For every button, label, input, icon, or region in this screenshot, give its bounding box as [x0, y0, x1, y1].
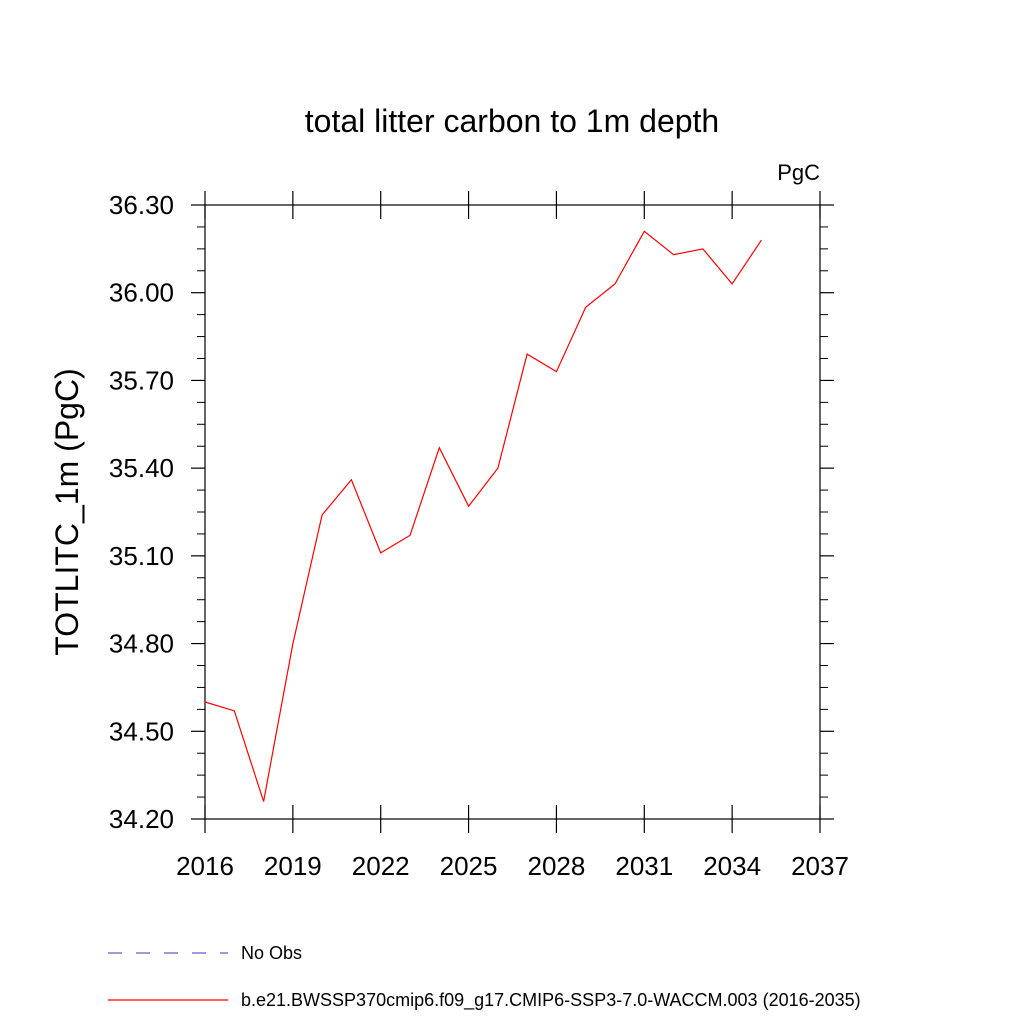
x-tick-label: 2031 [615, 851, 673, 881]
chart-title: total litter carbon to 1m depth [305, 103, 719, 139]
legend: No Obs b.e21.BWSSP370cmip6.f09_g17.CMIP6-… [108, 943, 861, 1011]
y-tick-label: 34.20 [109, 804, 174, 834]
y-tick-label: 35.70 [109, 365, 174, 395]
x-axis-ticks: 2016 2019 2022 2025 2028 2031 2034 2037 [176, 191, 849, 881]
y-axis-label: TOTLITC_1m (PgC) [49, 368, 85, 655]
x-tick-label: 2022 [352, 851, 410, 881]
x-tick-label: 2028 [528, 851, 586, 881]
x-tick-label: 2025 [440, 851, 498, 881]
series-line [204, 230, 762, 802]
x-tick-label: 2019 [264, 851, 322, 881]
y-axis-ticks: 34.20 34.50 34.80 35.10 35.40 35.70 36.00 36.30 [109, 190, 834, 834]
y-tick-label: 35.10 [109, 541, 174, 571]
x-tick-label: 2016 [176, 851, 234, 881]
units-label: PgC [777, 160, 820, 185]
y-tick-label: 34.50 [109, 716, 174, 746]
legend-label: No Obs [241, 943, 302, 963]
x-tick-label: 2034 [703, 851, 761, 881]
y-tick-label: 35.40 [109, 453, 174, 483]
y-tick-label: 36.30 [109, 190, 174, 220]
legend-label: b.e21.BWSSP370cmip6.f09_g17.CMIP6-SSP3-7… [241, 990, 861, 1011]
x-tick-label: 2037 [791, 851, 849, 881]
y-tick-label: 34.80 [109, 629, 174, 659]
series-layer [204, 230, 762, 802]
plot-frame [204, 204, 821, 820]
y-tick-label: 36.00 [109, 278, 174, 308]
